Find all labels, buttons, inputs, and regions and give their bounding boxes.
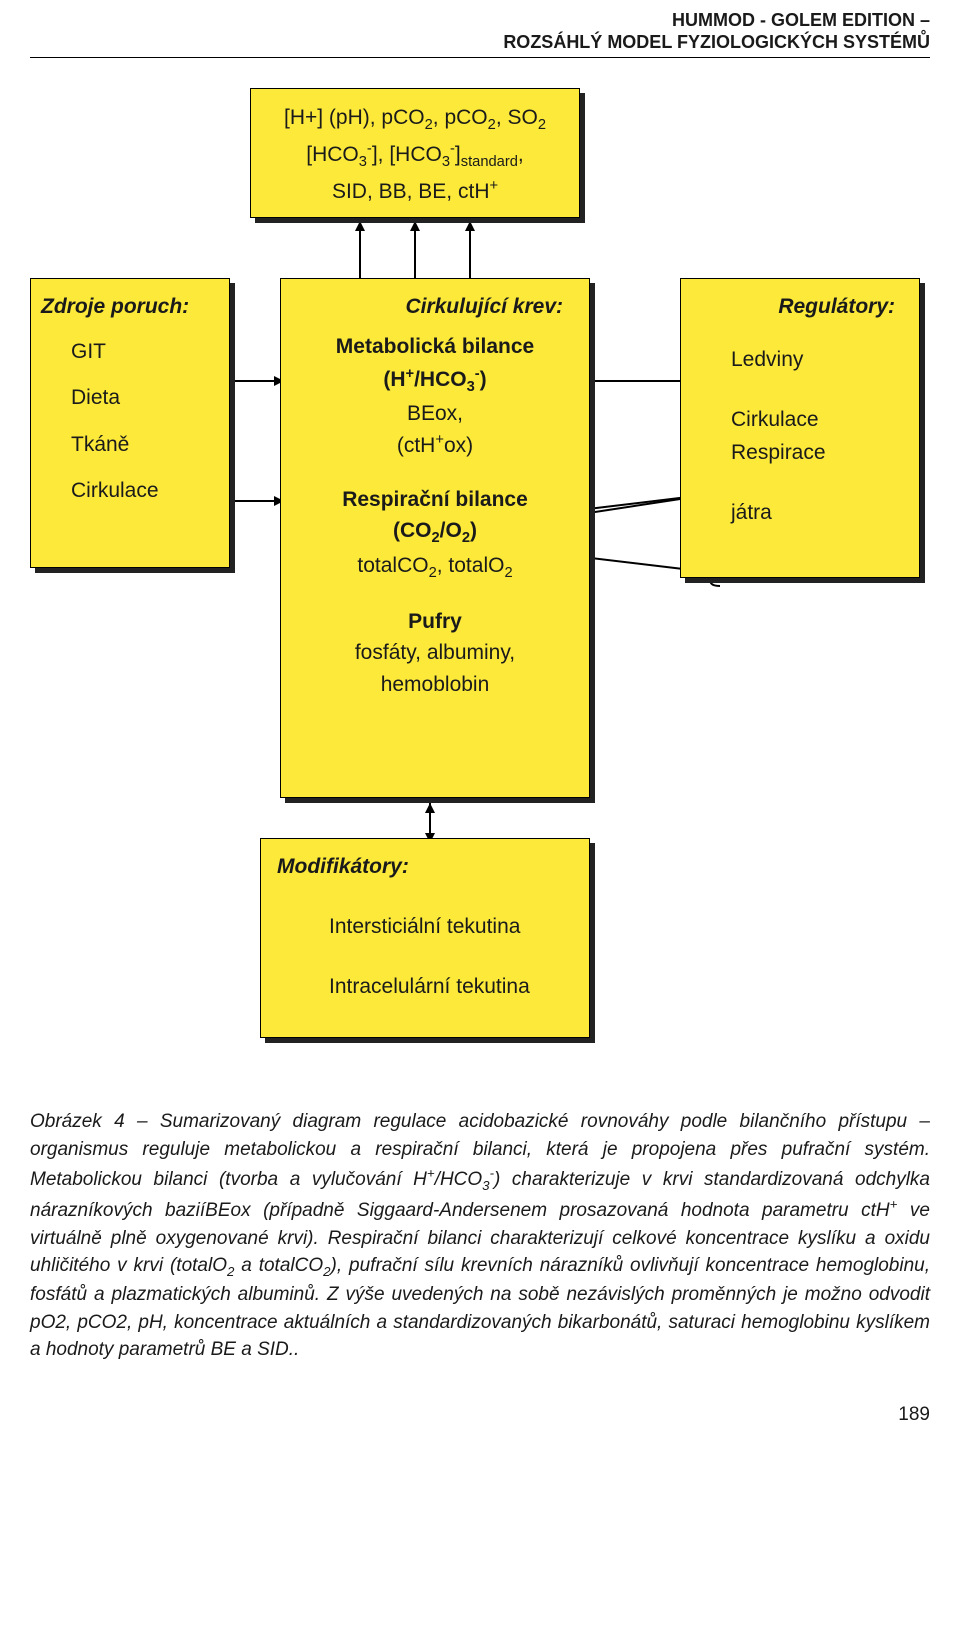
sources-title: Zdroje poruch: xyxy=(41,295,219,319)
regulator-group: Ledviny xyxy=(731,343,905,377)
blood-title: Cirkulující krev: xyxy=(297,295,573,319)
regulator-group: Cirkulace Respirace xyxy=(731,403,905,470)
top-box-line2: [HCO3-], [HCO3-]standard, xyxy=(263,138,567,175)
respiratory-ratio: (CO2/O2) xyxy=(297,515,573,549)
figure-caption: Obrázek 4 – Sumarizovaný diagram regulac… xyxy=(30,1108,930,1364)
buffers-title: Pufry xyxy=(297,606,573,638)
metabolic-line3: BEox, xyxy=(297,398,573,430)
respiratory-title: Respirační bilance xyxy=(297,484,573,516)
metabolic-ratio: (H+/HCO3-) xyxy=(297,363,573,398)
regulators-box: Regulátory: Ledviny Cirkulace Respirace … xyxy=(680,278,920,578)
diagram: [H+] (pH), pCO2, pCO2, SO2 [HCO3-], [HCO… xyxy=(30,88,930,1058)
top-box-line1: [H+] (pH), pCO2, pCO2, SO2 xyxy=(263,101,567,138)
modifier-item: Intersticiální tekutina xyxy=(277,915,573,939)
regulators-title: Regulátory: xyxy=(695,295,905,319)
respiratory-line3: totalCO2, totalO2 xyxy=(297,550,573,584)
modifiers-box: Modifikátory: Intersticiální tekutina In… xyxy=(260,838,590,1038)
buffers-line3: hemoblobin xyxy=(297,669,573,701)
top-box: [H+] (pH), pCO2, pCO2, SO2 [HCO3-], [HCO… xyxy=(250,88,580,218)
blood-box: Cirkulující krev: Metabolická bilance (H… xyxy=(280,278,590,798)
caption-lead: Obrázek 4 – xyxy=(30,1111,160,1132)
page-header: HUMMOD - GOLEM EDITION – ROZSÁHLÝ MODEL … xyxy=(30,0,930,57)
regulator-item: Ledviny xyxy=(731,343,905,377)
metabolic-line4: (ctH+ox) xyxy=(297,429,573,462)
regulator-group: játra xyxy=(731,496,905,530)
source-item: Dieta xyxy=(71,375,219,421)
sources-box: Zdroje poruch: GIT Dieta Tkáně Cirkulace xyxy=(30,278,230,568)
page-number: 189 xyxy=(30,1404,930,1426)
metabolic-block: Metabolická bilance (H+/HCO3-) BEox, (ct… xyxy=(297,331,573,462)
modifiers-title: Modifikátory: xyxy=(277,855,573,879)
modifier-item: Intracelulární tekutina xyxy=(277,975,573,999)
source-item: GIT xyxy=(71,329,219,375)
regulator-item: játra xyxy=(731,496,905,530)
regulator-item: Respirace xyxy=(731,436,905,470)
header-line1: HUMMOD - GOLEM EDITION – xyxy=(30,10,930,32)
buffers-line2: fosfáty, albuminy, xyxy=(297,637,573,669)
header-line2: ROZSÁHLÝ MODEL FYZIOLOGICKÝCH SYSTÉMŮ xyxy=(30,32,930,54)
regulator-item: Cirkulace xyxy=(731,403,905,437)
source-item: Tkáně xyxy=(71,422,219,468)
metabolic-title: Metabolická bilance xyxy=(297,331,573,363)
top-box-line3: SID, BB, BE, ctH+ xyxy=(263,175,567,209)
respiratory-block: Respirační bilance (CO2/O2) totalCO2, to… xyxy=(297,484,573,584)
caption-body: Sumarizovaný diagram regulace acidobazic… xyxy=(30,1111,930,1360)
buffers-block: Pufry fosfáty, albuminy, hemoblobin xyxy=(297,606,573,701)
header-rule xyxy=(30,57,930,58)
source-item: Cirkulace xyxy=(71,468,219,514)
